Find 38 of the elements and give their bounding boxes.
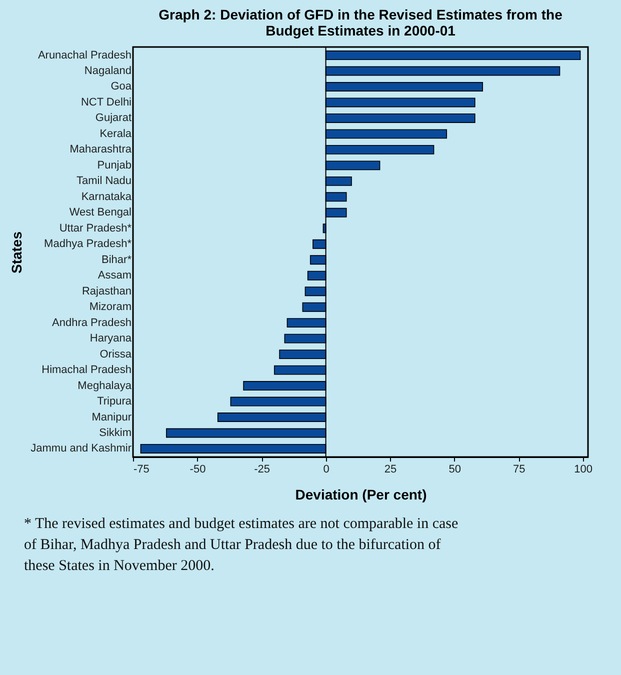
y-tick-label: Uttar Pradesh* bbox=[59, 222, 132, 234]
y-tick-label: Nagaland bbox=[84, 65, 132, 77]
y-tick-label: Rajasthan bbox=[82, 285, 132, 298]
text: * The revised estimates and budget estimates are not comparable in case of Bihar, Madhya Pradesh and Uttar Pradesh due to the bifurcation of these States in November 2000. bbox=[24, 515, 460, 576]
y-tick-label: Arunachal Pradesh bbox=[38, 49, 132, 62]
x-axis-title: Deviation (Per cent) bbox=[295, 486, 427, 502]
y-axis-title: States bbox=[8, 231, 25, 274]
x-tick-label: -75 bbox=[134, 464, 150, 476]
x-tick-label: 25 bbox=[384, 464, 397, 476]
x-tick-label: 100 bbox=[574, 464, 593, 476]
y-tick-label: Bihar* bbox=[102, 254, 132, 266]
y-tick-label: Sikkim bbox=[99, 427, 132, 439]
y-tick-label: Karnataka bbox=[81, 190, 132, 203]
y-tick-label: Kerala bbox=[100, 128, 132, 140]
y-tick-label: Andhra Pradesh bbox=[52, 316, 132, 329]
y-tick-label: Maharashtra bbox=[70, 144, 132, 156]
y-tick-label: NCT Delhi bbox=[80, 96, 132, 108]
y-tick-label: Haryana bbox=[90, 332, 132, 345]
y-tick-label: Punjab bbox=[97, 159, 132, 172]
x-tick-label: 75 bbox=[512, 464, 526, 476]
y-tick-label: Madhya Pradesh* bbox=[44, 238, 132, 250]
y-tick-label: Himachal Pradesh bbox=[42, 364, 132, 376]
chart-title: Graph 2: Deviation of GFD in the Revised Estimates from the Budget Estimates in 2000-01 bbox=[158, 6, 563, 38]
y-tick-label: Jammu and Kashmir bbox=[30, 442, 132, 455]
y-tick-label: Gujarat bbox=[95, 112, 132, 124]
x-tick-label: -25 bbox=[254, 464, 270, 476]
y-tick-label: Assam bbox=[98, 270, 132, 282]
y-tick-label: Goa bbox=[110, 80, 132, 93]
y-tick-label: Orissa bbox=[100, 348, 132, 360]
y-tick-label: Tamil Nadu bbox=[76, 175, 132, 188]
x-tick-label: -50 bbox=[190, 464, 206, 476]
y-tick-label: Mizoram bbox=[89, 301, 132, 314]
x-tick-label: 50 bbox=[448, 464, 461, 476]
y-tick-label: Meghalaya bbox=[78, 380, 132, 392]
y-tick-label: West Bengal bbox=[69, 206, 132, 219]
x-tick-label: 0 bbox=[323, 464, 330, 476]
y-tick-label: Manipur bbox=[92, 411, 132, 424]
y-tick-label: Tripura bbox=[97, 396, 132, 408]
